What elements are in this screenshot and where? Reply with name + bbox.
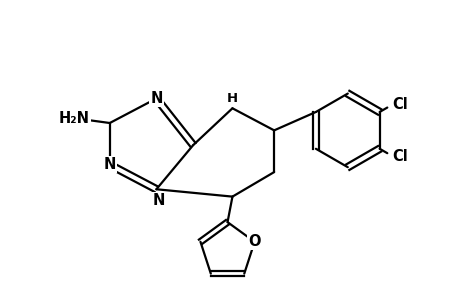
Text: O: O (248, 234, 260, 249)
Text: N: N (103, 157, 116, 172)
Text: H₂N: H₂N (59, 111, 90, 126)
Text: N: N (150, 91, 162, 106)
Text: Cl: Cl (392, 148, 407, 164)
Text: N: N (152, 193, 165, 208)
Text: H: H (226, 92, 237, 105)
Text: Cl: Cl (392, 97, 407, 112)
